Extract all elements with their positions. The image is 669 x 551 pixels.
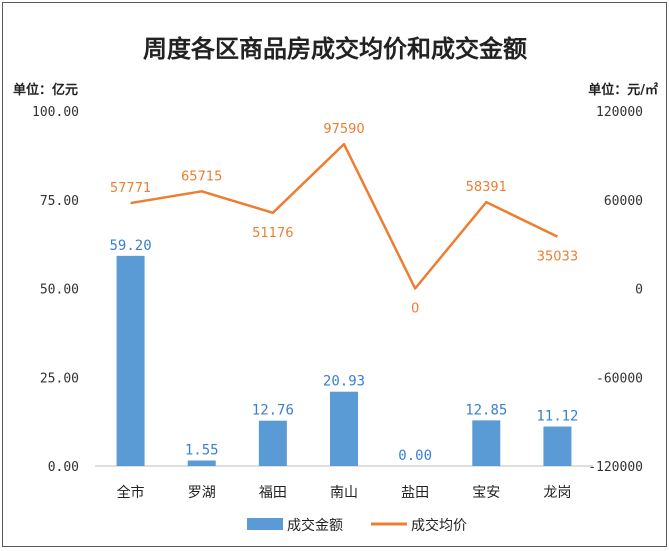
legend-swatch-bar xyxy=(247,518,283,530)
left-axis-ticks: 0.00 25.00 50.00 75.00 100.00 xyxy=(32,105,79,475)
category-label: 龙岗 xyxy=(543,485,571,501)
line-data-label: 58391 xyxy=(466,180,507,195)
category-label: 全市 xyxy=(117,484,145,501)
bar-series xyxy=(116,255,572,466)
category-label: 福田 xyxy=(259,485,287,501)
bar xyxy=(187,460,216,466)
right-tick-label: -60000 xyxy=(596,371,643,386)
legend-label-line: 成交均价 xyxy=(411,517,467,534)
bar-data-labels: 59.20 1.55 12.76 20.93 0.00 12.85 11.12 xyxy=(109,238,578,464)
left-axis-unit: 单位：亿元 xyxy=(13,82,78,98)
line-data-label: 65715 xyxy=(181,169,222,184)
bar-data-label: 20.93 xyxy=(323,374,365,390)
right-axis-unit: 单位：元/㎡ xyxy=(588,82,658,98)
right-tick-label: -120000 xyxy=(588,460,643,475)
line-data-label: 51176 xyxy=(252,226,293,241)
line-path xyxy=(130,142,558,290)
bar xyxy=(330,391,358,466)
bar-data-label: 1.55 xyxy=(185,442,219,458)
right-axis-ticks: -120000 -60000 0 60000 120000 xyxy=(588,105,643,475)
left-tick-label: 0.00 xyxy=(48,460,79,475)
bar xyxy=(472,420,501,466)
bar-data-label: 12.85 xyxy=(465,402,507,418)
category-label: 盐田 xyxy=(401,485,429,501)
bar xyxy=(543,426,572,466)
left-tick-label: 25.00 xyxy=(40,371,79,386)
bar xyxy=(116,255,145,466)
line-data-label: 57771 xyxy=(110,181,151,196)
bar-data-label: 59.20 xyxy=(109,238,151,254)
left-tick-label: 100.00 xyxy=(32,105,79,120)
line-data-labels: 57771 65715 51176 97590 0 58391 35033 xyxy=(110,122,578,316)
line-series xyxy=(130,142,558,290)
right-tick-label: 120000 xyxy=(596,105,643,120)
category-labels: 全市 罗湖 福田 南山 盐田 宝安 龙岗 xyxy=(117,484,572,501)
chart-canvas: 周度各区商品房成交均价和成交金额 单位：亿元 单位：元/㎡ 0.00 25.00 5… xyxy=(13,34,658,534)
bar-data-label: 12.76 xyxy=(252,403,294,419)
right-tick-label: 60000 xyxy=(604,194,643,209)
line-data-label: 0 xyxy=(411,302,419,317)
left-tick-label: 50.00 xyxy=(40,283,79,298)
line-data-label: 35033 xyxy=(537,250,578,265)
bar-data-label: 11.12 xyxy=(536,409,578,425)
category-label: 南山 xyxy=(330,485,358,501)
category-label: 罗湖 xyxy=(188,485,216,501)
legend: 成交金额 成交均价 xyxy=(247,517,467,534)
category-label: 宝安 xyxy=(472,485,500,501)
line-data-label: 97590 xyxy=(323,122,364,137)
chart-title: 周度各区商品房成交均价和成交金额 xyxy=(143,34,527,63)
left-tick-label: 75.00 xyxy=(40,194,79,209)
legend-label-bar: 成交金额 xyxy=(287,517,343,534)
right-tick-label: 0 xyxy=(635,283,643,298)
bar-data-label: 0.00 xyxy=(398,448,432,464)
bar xyxy=(258,420,287,466)
